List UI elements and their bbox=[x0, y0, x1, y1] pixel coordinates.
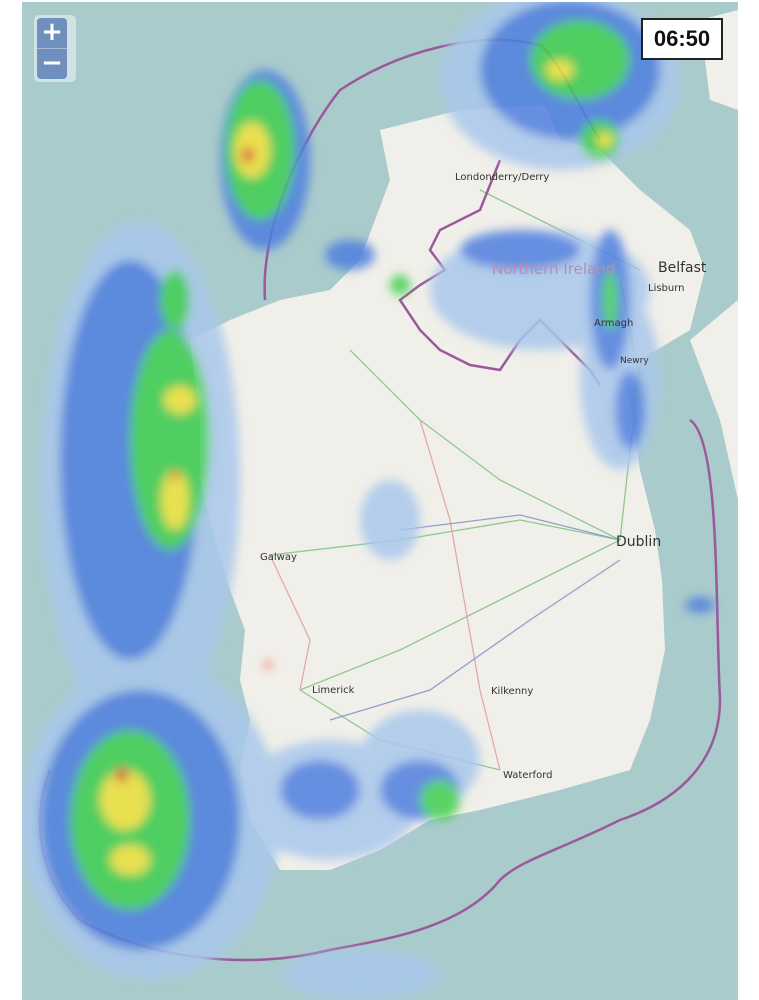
radar-echo bbox=[390, 275, 410, 295]
radar-echo bbox=[597, 132, 613, 148]
radar-echo bbox=[420, 780, 460, 820]
place-label-dublin: Dublin bbox=[616, 534, 662, 550]
radar-echo bbox=[280, 950, 440, 1000]
place-label-armagh: Armagh bbox=[594, 318, 634, 329]
road bbox=[329, 559, 621, 721]
place-label-lisburn: Lisburn bbox=[648, 283, 685, 294]
radar-echo bbox=[116, 767, 128, 783]
radar-echo bbox=[460, 230, 580, 270]
region-label-northern-ireland: Northern Ireland bbox=[492, 260, 616, 278]
radar-echo bbox=[110, 845, 150, 875]
radar-echo bbox=[130, 330, 210, 550]
radar-echo bbox=[280, 760, 360, 820]
place-label-waterford: Waterford bbox=[503, 770, 553, 781]
radar-echo bbox=[265, 661, 271, 669]
road bbox=[269, 519, 621, 556]
place-label-kilkenny: Kilkenny bbox=[491, 686, 534, 697]
road bbox=[419, 419, 501, 771]
radar-echo bbox=[546, 60, 574, 80]
radar-echo bbox=[160, 270, 190, 330]
great-britain-land bbox=[690, 10, 738, 500]
zoom-in-button[interactable]: + bbox=[37, 18, 67, 49]
radar-echo bbox=[530, 20, 630, 100]
zoom-control: + − bbox=[34, 15, 76, 82]
road bbox=[349, 349, 621, 541]
radar-echo bbox=[161, 470, 189, 530]
radar-echo bbox=[325, 240, 375, 270]
timestamp-display: 06:50 bbox=[641, 18, 723, 60]
place-label-belfast: Belfast bbox=[658, 260, 707, 276]
place-label-limerick: Limerick bbox=[312, 685, 355, 696]
radar-echo bbox=[685, 597, 715, 613]
radar-echo bbox=[242, 147, 254, 163]
radar-echo bbox=[100, 770, 150, 830]
radar-echo bbox=[615, 370, 645, 450]
place-label-derry: Londonderry/Derry bbox=[455, 172, 550, 183]
place-label-galway: Galway bbox=[260, 552, 297, 563]
road bbox=[269, 554, 311, 691]
map-canvas bbox=[22, 2, 738, 1000]
radar-echo bbox=[171, 470, 179, 480]
radar-echo bbox=[360, 480, 420, 560]
road bbox=[399, 514, 621, 541]
radar-map[interactable]: Londonderry/Derry Northern Ireland Belfa… bbox=[22, 2, 738, 1000]
zoom-out-button[interactable]: − bbox=[37, 49, 67, 79]
road bbox=[299, 539, 621, 691]
place-label-newry: Newry bbox=[620, 356, 649, 366]
radar-echo bbox=[602, 270, 618, 330]
radar-echo bbox=[164, 386, 196, 414]
